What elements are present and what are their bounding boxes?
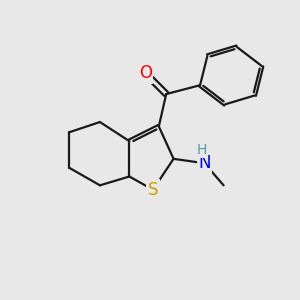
Text: O: O bbox=[139, 64, 152, 82]
Text: N: N bbox=[198, 154, 211, 172]
Text: H: H bbox=[196, 143, 207, 157]
Text: S: S bbox=[148, 181, 158, 199]
